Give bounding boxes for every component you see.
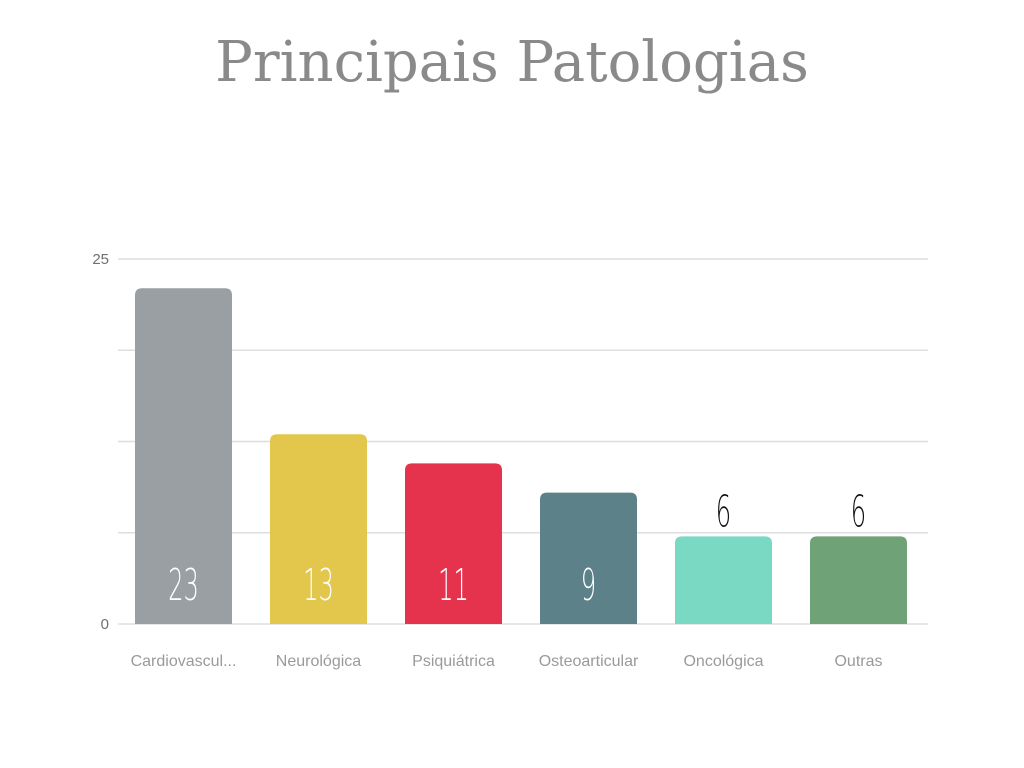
category-label: Cardiovascul...: [131, 653, 237, 670]
bar-value-label: 6: [716, 487, 731, 538]
y-tick-label: 0: [101, 616, 109, 633]
bar-value-label: 6: [851, 487, 866, 538]
bar-value-label: 9: [581, 561, 596, 612]
bar-psiquitrica[interactable]: [405, 463, 502, 624]
bar-cardiovascul[interactable]: [135, 288, 232, 624]
bar-outras[interactable]: [810, 536, 907, 624]
category-label: Neurológica: [276, 653, 361, 670]
category-label: Psiquiátrica: [412, 653, 495, 670]
bar-value-label: 13: [303, 561, 334, 612]
chart-title: Principais Patologias: [215, 30, 809, 95]
bar-value-label: 11: [438, 561, 469, 612]
category-label: Oncológica: [683, 653, 763, 670]
bar-value-label: 23: [168, 561, 199, 612]
bar-osteoarticular[interactable]: [540, 492, 637, 624]
bar-oncolgica[interactable]: [675, 536, 772, 624]
y-tick-label: 25: [92, 251, 109, 268]
bar-neurolgica[interactable]: [270, 434, 367, 624]
category-label: Osteoarticular: [539, 653, 639, 670]
category-label: Outras: [834, 653, 882, 670]
